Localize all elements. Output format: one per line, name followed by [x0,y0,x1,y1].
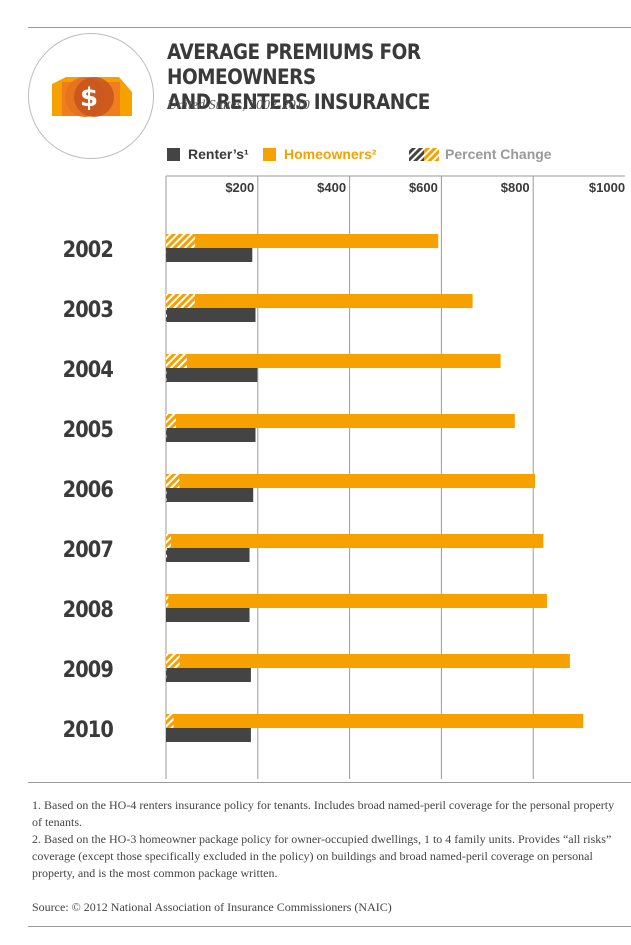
bar-renters-percent-change [166,308,167,322]
bar-renters-percent-change [166,548,167,562]
legend-swatch-percent-change [409,148,439,161]
bar-homeowners-percent-change [166,594,169,608]
bar-chart: $200 $400 $600 $800 $1000 2002 2003 2004 2005 20… [63,175,625,779]
year-label: 2003 [63,297,113,322]
bar-homeowners-percent-change [166,474,180,488]
x-tick-label: $1000 [589,180,625,195]
legend-label-renters: Renter’s¹ [188,146,249,162]
bar-homeowners [166,294,473,308]
logo: $ [28,33,154,159]
year-label: 2009 [63,657,114,682]
bar-renters [166,428,256,442]
bar-homeowners-percent-change [166,234,196,248]
bar-renters [166,308,256,322]
legend-swatch-homeowners [263,148,276,161]
footnote-1: 1. Based on the HO-4 renters insurance p… [32,798,615,829]
year-label: 2008 [63,597,114,622]
legend-label-homeowners: Homeowners² [284,146,377,162]
bar-renters [166,248,253,262]
x-tick-label: $600 [409,180,438,195]
bar-homeowners-percent-change [166,654,180,668]
x-tick-label: $400 [317,180,346,195]
year-label: 2010 [63,717,114,742]
bar-homeowners-percent-change [166,534,172,548]
year-label: 2006 [63,477,114,502]
chart-subtitle: United States, 2002-2010 [167,98,310,113]
bar-renters [166,488,254,502]
bottom-divider [28,926,631,927]
bar-homeowners [166,534,544,548]
notes-divider [28,782,631,783]
bar-renters-percent-change [166,488,167,502]
bar-homeowners [166,354,501,368]
bar-homeowners [166,474,536,488]
bar-homeowners [166,414,515,428]
bar-renters [166,548,250,562]
legend-swatch-renters [167,148,180,161]
bar-homeowners [166,234,439,248]
footnote-2: 2. Based on the HO-3 homeowner package p… [32,832,612,880]
bar-homeowners-percent-change [166,294,195,308]
bar-homeowners-percent-change [166,714,174,728]
top-divider [28,27,631,28]
x-tick-label: $200 [225,180,254,195]
year-label: 2002 [63,237,113,262]
dollar-house-icon: $ [52,77,132,117]
footnotes: 1. Based on the HO-4 renters insurance p… [32,797,617,882]
chart-title: AVERAGE PREMIUMS FOR HOMEOWNERS AND RENT… [167,40,430,114]
bar-homeowners-percent-change [166,414,176,428]
bar-renters [166,368,258,382]
x-tick-label: $800 [501,180,530,195]
year-label: 2005 [63,417,113,442]
bar-renters [166,728,251,742]
bar-renters [166,608,250,622]
source-note: Source: © 2012 National Association of I… [32,900,392,914]
bar-homeowners [166,594,547,608]
logo-dollar-sign: $ [80,83,98,113]
bar-homeowners [166,714,584,728]
year-label: 2004 [63,357,114,382]
year-label: 2007 [63,537,113,562]
bar-homeowners-percent-change [166,354,187,368]
bar-renters [166,668,251,682]
bar-homeowners [166,654,570,668]
legend-label-percent-change: Percent Change [445,146,552,162]
